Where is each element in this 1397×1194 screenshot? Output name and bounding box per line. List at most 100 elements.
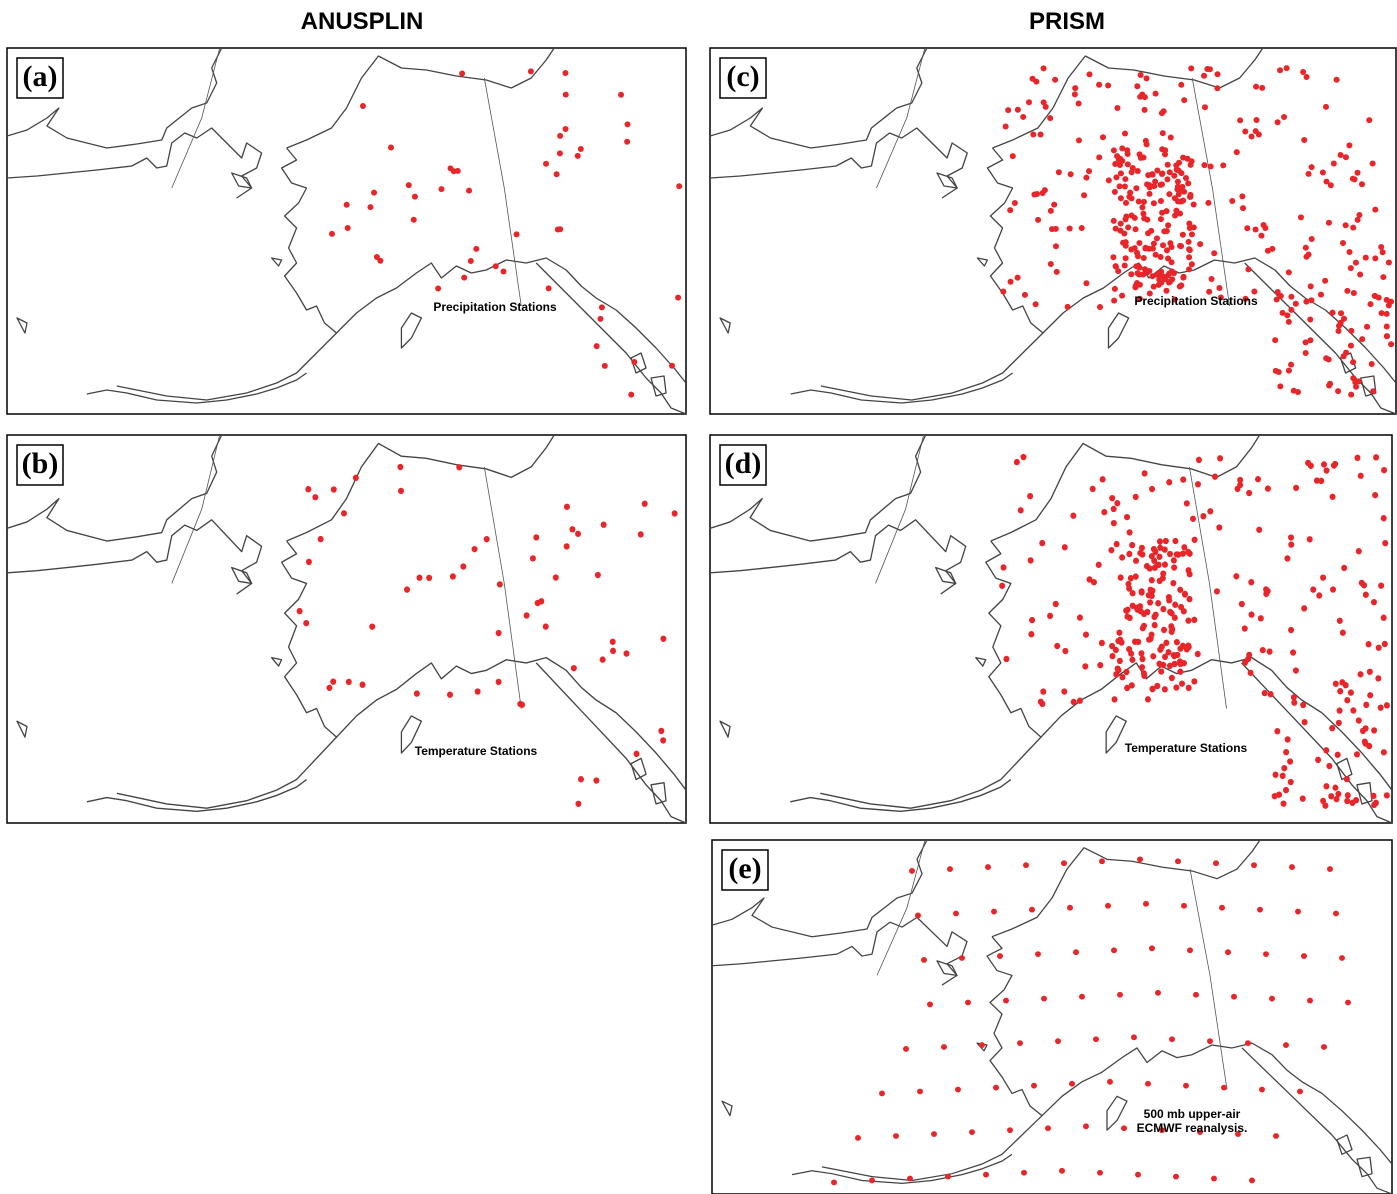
station-dot xyxy=(1126,585,1133,592)
station-dot xyxy=(597,315,604,322)
station-dot xyxy=(1099,476,1106,483)
station-dot xyxy=(1301,718,1308,726)
station-dot xyxy=(569,526,576,533)
station-dot xyxy=(1123,607,1130,614)
station-dot xyxy=(1117,574,1124,581)
station-dot xyxy=(1188,231,1195,238)
station-dot xyxy=(1073,949,1079,956)
panels: (a) Precipitation Stations (b) Temperature … xyxy=(6,47,1397,1194)
station-dot xyxy=(1371,727,1378,734)
station-dot xyxy=(1112,161,1119,168)
station-dot xyxy=(915,912,921,919)
station-dot xyxy=(1134,83,1141,90)
station-dot xyxy=(1083,1123,1089,1130)
station-dot xyxy=(467,258,474,265)
station-dot xyxy=(500,268,507,275)
station-dot xyxy=(359,681,366,688)
station-dot xyxy=(1367,301,1374,308)
station-dot xyxy=(1342,222,1349,229)
station-dot xyxy=(1162,147,1169,154)
station-dot xyxy=(1330,160,1337,167)
station-dot xyxy=(628,391,635,398)
station-dot xyxy=(1165,649,1172,656)
station-dot xyxy=(1185,266,1193,273)
station-dot xyxy=(367,204,374,211)
station-dot xyxy=(1143,75,1150,82)
station-dot xyxy=(1154,561,1161,569)
station-dot xyxy=(1370,598,1377,606)
label-box xyxy=(721,849,769,891)
station-dot xyxy=(1148,592,1155,599)
station-dot xyxy=(1322,802,1329,809)
station-dot xyxy=(1380,515,1387,522)
station-dot xyxy=(993,1084,999,1091)
station-dot xyxy=(1150,653,1157,660)
station-dot xyxy=(1255,476,1262,483)
station-dot xyxy=(312,494,319,501)
station-dot xyxy=(1320,797,1327,805)
station-dot xyxy=(1155,989,1161,996)
station-dot xyxy=(1029,616,1036,624)
station-dot xyxy=(1242,659,1249,666)
station-dot xyxy=(1179,550,1186,557)
station-dot xyxy=(1071,91,1078,98)
station-dot xyxy=(413,690,420,697)
station-dot xyxy=(1214,85,1221,92)
station-dot xyxy=(1355,548,1362,555)
station-dot xyxy=(1283,65,1290,72)
station-dot xyxy=(1041,995,1047,1002)
station-dot xyxy=(1096,304,1104,311)
station-dot xyxy=(496,581,503,588)
station-dot xyxy=(1239,205,1247,212)
station-dot xyxy=(1279,309,1286,316)
station-dot xyxy=(562,69,569,76)
station-dot xyxy=(1372,255,1379,262)
station-dot xyxy=(1083,280,1090,287)
station-dot xyxy=(1005,107,1012,114)
station-dot xyxy=(1233,573,1240,580)
station-dot xyxy=(1119,554,1126,561)
station-dot xyxy=(1191,678,1198,685)
station-dot xyxy=(1156,276,1163,283)
station-dot xyxy=(1171,564,1178,571)
station-dot xyxy=(1128,271,1135,278)
station-dot xyxy=(600,521,607,528)
station-dot xyxy=(907,1175,913,1182)
station-dot xyxy=(1124,513,1131,521)
station-dot xyxy=(1284,312,1291,319)
station-dot xyxy=(1327,182,1334,189)
station-dot xyxy=(1180,273,1187,280)
station-dot xyxy=(1146,290,1153,297)
station-dot xyxy=(1072,85,1079,92)
label-box xyxy=(719,57,767,99)
station-dot xyxy=(1054,642,1061,650)
station-dot xyxy=(1156,577,1163,585)
station-dot xyxy=(1200,513,1207,520)
station-dot xyxy=(1248,133,1255,140)
station-dot xyxy=(660,737,667,744)
station-dot xyxy=(1086,71,1093,78)
station-dot xyxy=(1354,169,1361,176)
station-dot xyxy=(979,1042,985,1048)
station-dot xyxy=(1238,600,1245,608)
station-dot xyxy=(594,571,601,579)
station-dot xyxy=(1081,192,1088,199)
station-dot xyxy=(831,1179,837,1186)
station-dot xyxy=(1126,529,1133,536)
station-dot xyxy=(1129,602,1136,609)
station-dot xyxy=(1055,1038,1061,1045)
station-dot xyxy=(1178,81,1185,88)
station-dot xyxy=(1119,674,1126,681)
station-dot xyxy=(599,656,606,663)
station-dot xyxy=(1285,318,1292,325)
station-dot xyxy=(1002,123,1009,130)
station-dot xyxy=(1233,149,1240,156)
station-dot xyxy=(1303,298,1310,305)
station-dot xyxy=(1208,276,1215,283)
station-dot xyxy=(398,487,405,495)
station-dot xyxy=(1248,579,1255,586)
station-dot xyxy=(1181,902,1187,909)
station-dot xyxy=(1146,636,1153,643)
station-dot xyxy=(1121,1125,1127,1132)
station-dot xyxy=(1383,323,1390,330)
